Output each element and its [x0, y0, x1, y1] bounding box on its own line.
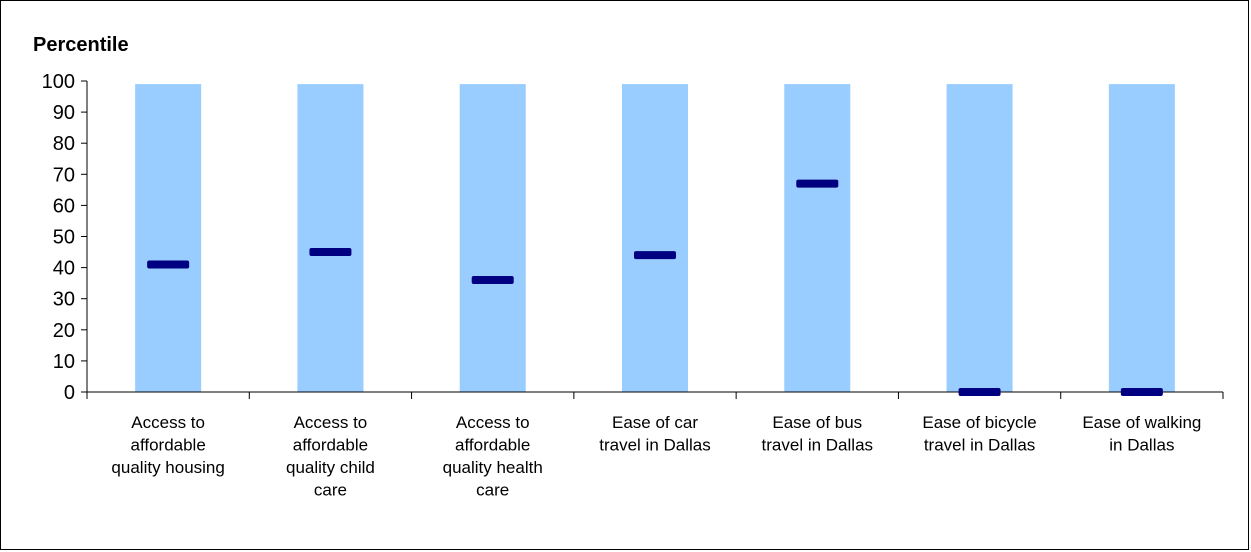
range-bar	[135, 84, 202, 393]
x-tick-label: Access to affordable quality health care	[443, 413, 543, 500]
percentile-marker	[634, 251, 676, 260]
x-tick-label: Ease of bicycle travel in Dallas	[922, 413, 1036, 455]
x-tick-label: Access to affordable quality child care	[286, 413, 375, 500]
y-tick-label: 40	[53, 258, 75, 280]
y-tick-label: 50	[53, 227, 75, 249]
percentile-marker	[958, 388, 1001, 396]
y-tick-label: 0	[64, 382, 75, 404]
range-bar	[459, 84, 526, 393]
y-tick-label: 70	[53, 164, 75, 186]
y-tick-label: 10	[53, 351, 75, 373]
percentile-marker	[1120, 388, 1163, 396]
range-bar	[784, 84, 851, 393]
x-tick-label: Access to affordable quality housing	[111, 413, 224, 477]
range-bar	[1108, 84, 1175, 393]
x-tick-label: Ease of bus travel in Dallas	[762, 413, 874, 455]
percentile-marker	[796, 179, 839, 188]
range-bar	[297, 84, 364, 393]
percentile-marker	[309, 248, 352, 257]
chart-title: Percentile	[33, 34, 129, 56]
x-tick-label: Ease of walking in Dallas	[1082, 413, 1201, 455]
y-tick-label: 60	[53, 195, 75, 217]
y-tick-label: 20	[53, 320, 75, 342]
y-tick-label: 90	[53, 102, 75, 124]
y-tick-label: 80	[53, 133, 75, 155]
y-tick-label: 30	[53, 289, 75, 311]
percentile-marker	[147, 260, 190, 269]
range-bar	[946, 84, 1013, 393]
y-tick-label: 100	[42, 71, 75, 93]
range-bar	[622, 84, 688, 393]
percentile-marker	[471, 276, 514, 285]
x-tick-label: Ease of car travel in Dallas	[599, 413, 711, 455]
